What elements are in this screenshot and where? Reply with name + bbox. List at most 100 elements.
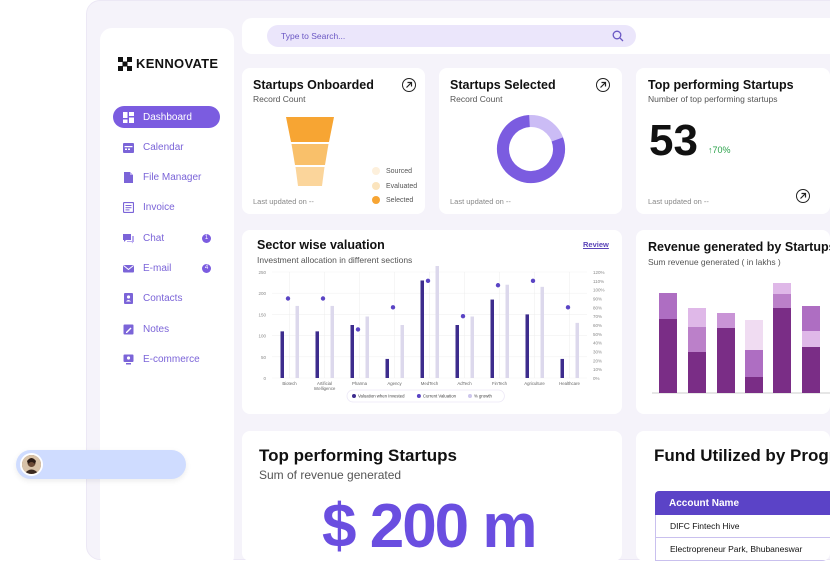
- ecommerce-icon: [123, 354, 134, 365]
- card-title: Fund Utilized by Program: [654, 446, 830, 465]
- avatar[interactable]: [20, 453, 43, 476]
- legend-label: Evaluated: [386, 182, 418, 190]
- sidebar-item-calendar[interactable]: Calendar: [113, 136, 220, 158]
- sidebar-item-label: E-mail: [143, 262, 172, 274]
- revenue-card: Revenue generated by Startups Sum revenu…: [636, 230, 830, 414]
- bar-current-valuation: [295, 305, 299, 378]
- y2-tick-label: 10%: [593, 367, 602, 372]
- last-updated: Last updated on --: [253, 197, 314, 206]
- growth-point: [390, 305, 396, 310]
- chat-widget[interactable]: [16, 450, 186, 479]
- revenue-bar-2: [688, 308, 706, 393]
- sidebar-item-ecommerce[interactable]: E-commerce: [113, 348, 220, 370]
- x-tick-label: Biotech: [282, 381, 297, 386]
- y2-tick-label: 30%: [593, 350, 602, 355]
- x-tick-label: Healthcare: [559, 381, 580, 386]
- calendar-icon: [123, 142, 134, 153]
- sidebar-item-dashboard[interactable]: Dashboard: [113, 106, 220, 128]
- search-icon[interactable]: [612, 30, 624, 42]
- y2-tick-label: 70%: [593, 314, 602, 319]
- sidebar-item-email[interactable]: E-mail 4: [113, 257, 220, 279]
- table-row[interactable]: Electropreneur Park, Bhubaneswar: [655, 538, 830, 561]
- card-subtitle: Record Count: [450, 94, 503, 104]
- dashboard-icon: [123, 111, 134, 123]
- sidebar-item-chat[interactable]: Chat 1: [113, 227, 220, 249]
- bar-current-valuation: [365, 316, 369, 378]
- bar-valuation-invested: [315, 331, 319, 378]
- sector-bar-chart: 0 50 100 150 200 250 0% 10% 20% 30% 40% 50% 60% 70% 80…: [258, 266, 605, 403]
- sidebar-item-notes[interactable]: Notes: [113, 318, 220, 340]
- invoice-icon: [123, 202, 134, 214]
- top-performing-card: Top performing Startups Number of top pe…: [636, 68, 830, 214]
- legend-label: % growth: [474, 394, 493, 399]
- open-arrow-button[interactable]: [596, 78, 610, 92]
- legend-label: Selected: [386, 196, 414, 204]
- sidebar-item-label: Notes: [143, 323, 170, 335]
- notes-icon: [123, 324, 134, 335]
- sidebar-item-invoice[interactable]: Invoice: [113, 197, 220, 219]
- y-tick-label: 50: [261, 355, 267, 360]
- funnel-selected: [295, 167, 325, 186]
- card-subtitle: Number of top performing startups: [648, 94, 778, 104]
- search-placeholder: Type to Search...: [281, 31, 346, 41]
- growth-indicator: ↑70%: [708, 145, 731, 155]
- y-tick-label: 150: [258, 312, 266, 317]
- bar-current-valuation: [505, 284, 509, 378]
- donut-fill: [497, 115, 565, 183]
- legend-label: Current Valuation: [423, 394, 457, 399]
- revenue-stacked-bar-chart: [652, 283, 830, 394]
- revenue-bar-6: [802, 306, 820, 393]
- sidebar-item-label: E-commerce: [143, 353, 200, 365]
- growth-point: [355, 327, 361, 332]
- x-tick-label: AdTech: [457, 381, 472, 386]
- email-count-badge: 4: [202, 263, 211, 273]
- bar-current-valuation: [400, 325, 404, 378]
- open-arrow-button[interactable]: [796, 189, 810, 203]
- donut-chart: [497, 115, 565, 183]
- bar-current-valuation: [435, 266, 439, 378]
- legend-dot: [468, 394, 472, 398]
- bar-current-valuation: [470, 316, 474, 378]
- card-subtitle: Sum revenue generated ( in lakhs ): [648, 257, 781, 267]
- review-link[interactable]: Review: [583, 240, 609, 249]
- legend-dot: [352, 394, 356, 398]
- growth-point: [320, 296, 326, 301]
- y2-tick-label: 50%: [593, 332, 602, 337]
- last-updated: Last updated on --: [648, 197, 709, 206]
- open-arrow-button[interactable]: [402, 78, 416, 92]
- sidebar-item-contacts[interactable]: Contacts: [113, 288, 220, 310]
- search-input[interactable]: Type to Search...: [267, 25, 636, 47]
- last-updated: Last updated on --: [450, 197, 511, 206]
- x-tick-label: Agriculture: [524, 381, 545, 386]
- legend-label: Sourced: [386, 167, 413, 175]
- y2-tick-label: 40%: [593, 341, 602, 346]
- legend-dot: [372, 196, 380, 204]
- card-subtitle: Investment allocation in different secti…: [257, 255, 413, 265]
- y2-tick-label: 90%: [593, 297, 602, 302]
- brand-logo[interactable]: KENNOVATE: [118, 56, 218, 71]
- y2-tick-label: 60%: [593, 323, 602, 328]
- funnel-chart: [286, 117, 334, 186]
- table-header: Account Name: [655, 491, 830, 515]
- legend-label: Valuation when Invested: [358, 394, 405, 399]
- y2-tick-label: 20%: [593, 358, 602, 363]
- growth-point: [495, 283, 501, 288]
- revenue-bar-1: [659, 293, 677, 393]
- chat-icon: [123, 233, 134, 244]
- funnel-sourced: [286, 117, 334, 142]
- bar-valuation-invested: [280, 331, 284, 378]
- bar-valuation-invested: [385, 358, 389, 378]
- sidebar-item-label: Contacts: [143, 293, 183, 305]
- bar-valuation-invested: [490, 299, 494, 378]
- growth-point: [565, 305, 571, 310]
- top-startups-count: 53: [649, 116, 698, 165]
- card-title: Top performing Startups: [259, 446, 458, 465]
- table-row[interactable]: DIFC Fintech Hive: [655, 515, 830, 538]
- sidebar-item-label: Calendar: [143, 141, 184, 153]
- sidebar: KENNOVATE Dashboard Calendar File Manage…: [100, 28, 234, 568]
- sidebar-item-file-manager[interactable]: File Manager: [113, 167, 220, 189]
- sidebar-nav: Dashboard Calendar File Manager Invoice …: [113, 106, 220, 379]
- y2-tick-label: 120%: [593, 270, 605, 275]
- bar-valuation-invested: [350, 325, 354, 378]
- startups-selected-card: Startups Selected Record Count Last upda…: [439, 68, 622, 214]
